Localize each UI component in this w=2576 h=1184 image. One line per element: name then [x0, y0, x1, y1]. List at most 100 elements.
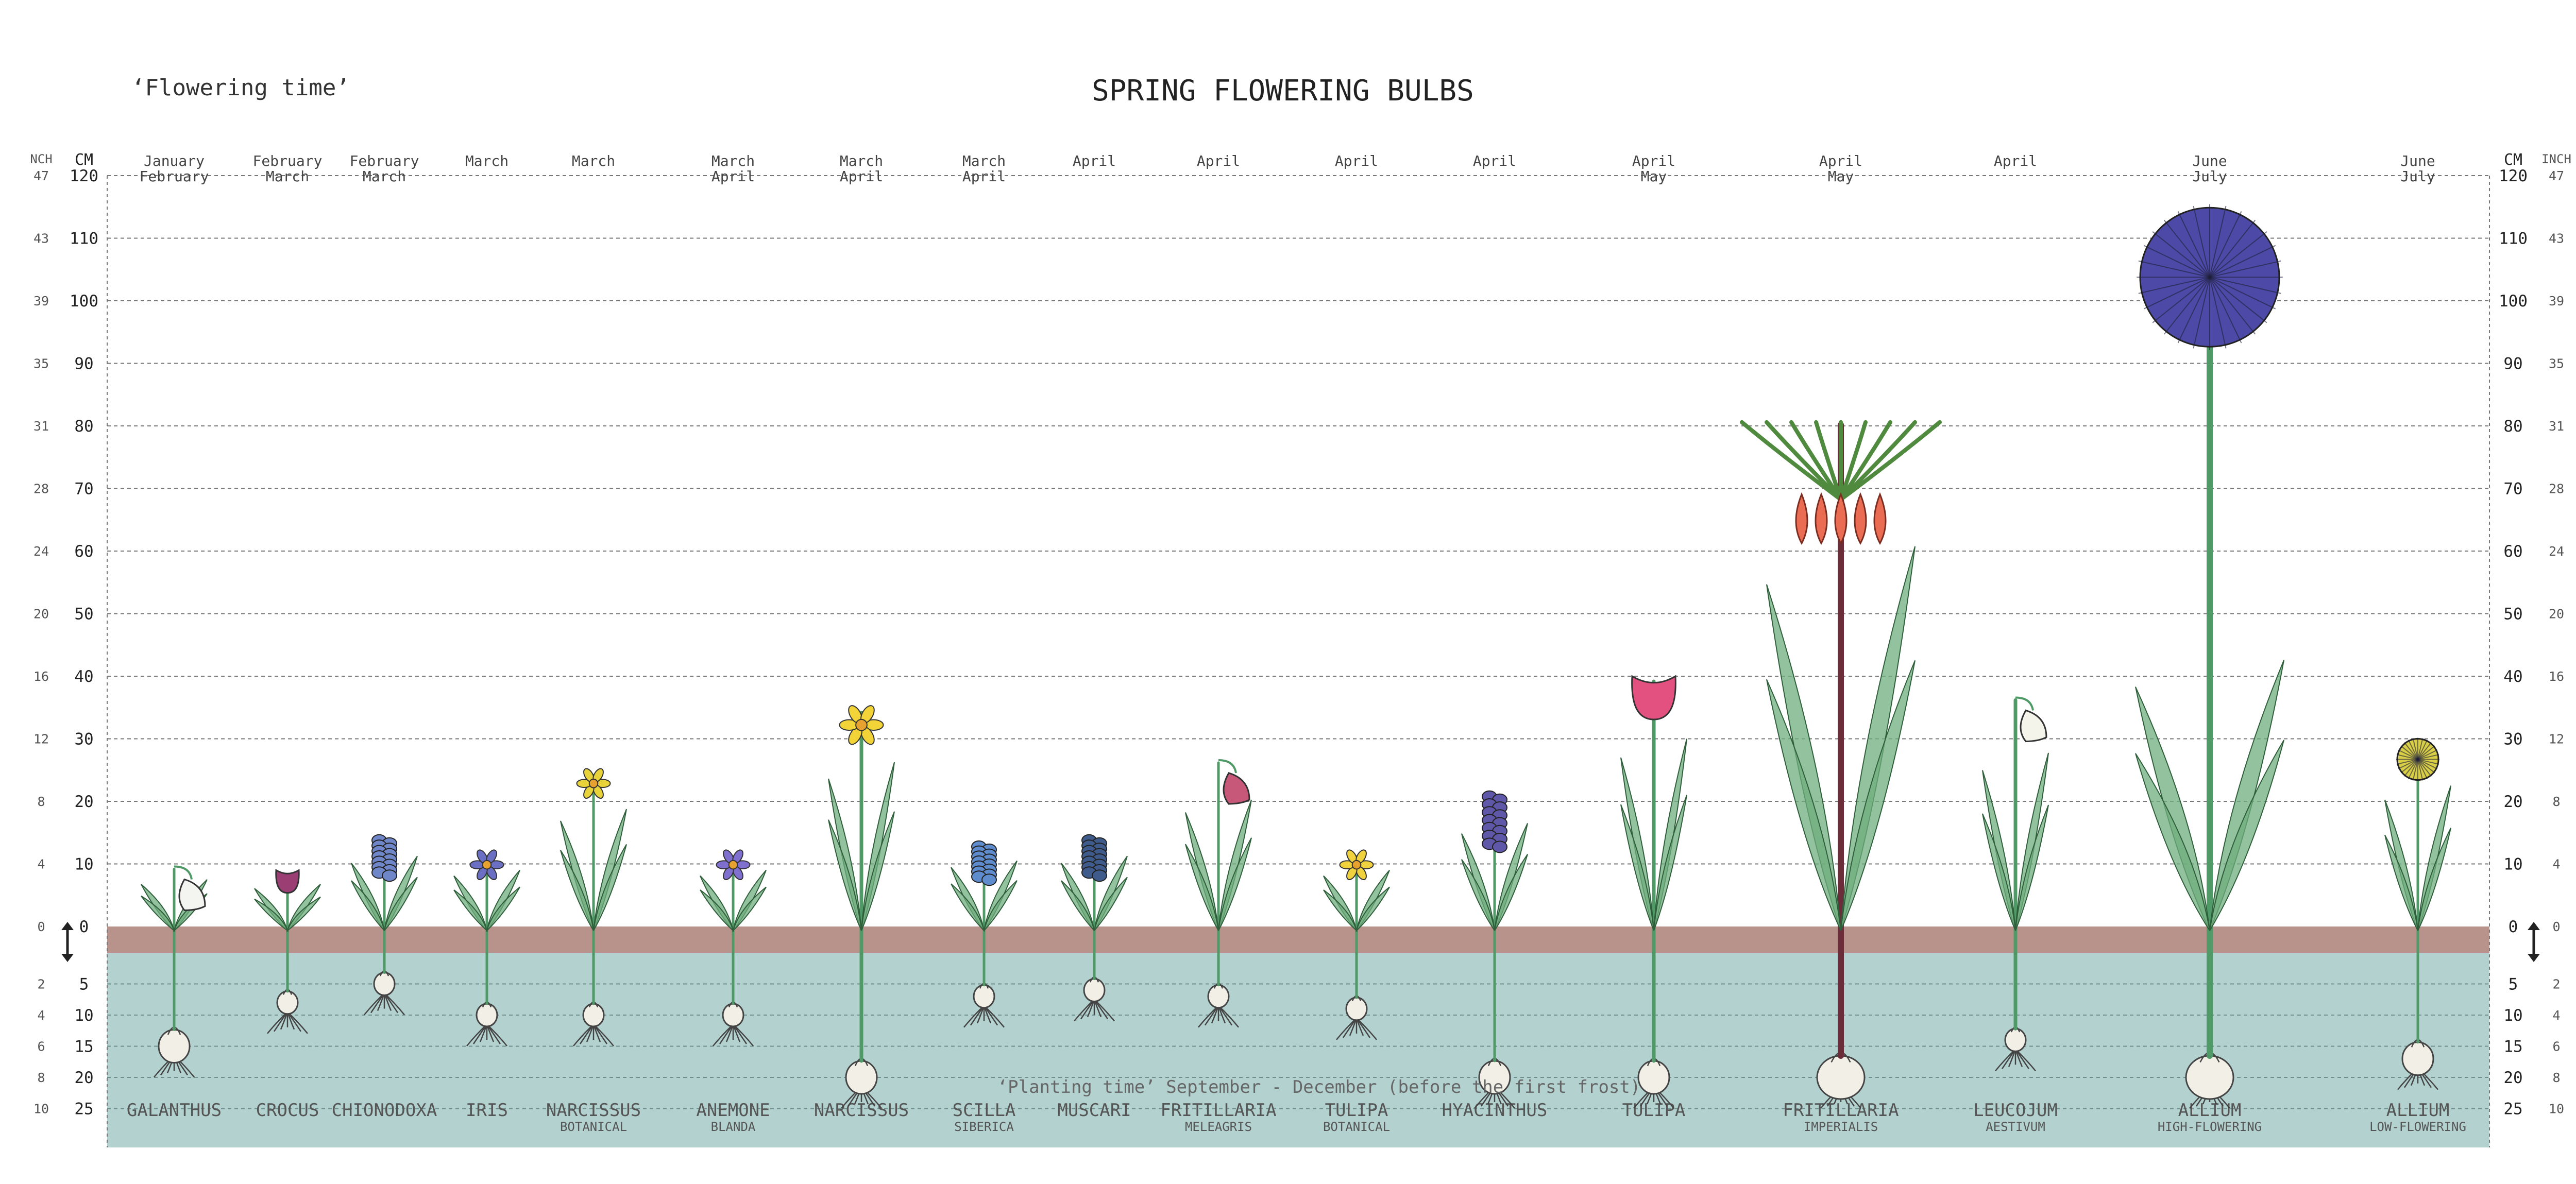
cm-tick-label: 10	[74, 855, 93, 874]
bulb	[1207, 984, 1230, 1009]
floret-line	[2398, 749, 2418, 760]
floret-line	[2417, 738, 2424, 760]
flower	[371, 834, 397, 882]
cm-tick-label: 50	[74, 605, 93, 624]
plant-muscari: April MUSCARI	[1057, 152, 1131, 1121]
flower-cup	[275, 869, 300, 894]
bulb	[158, 1029, 191, 1063]
floret-line	[2417, 740, 2428, 760]
floret	[981, 873, 997, 886]
cm-tick-label: 100	[70, 292, 98, 311]
inch-tick-label: 20	[33, 607, 49, 622]
floret	[382, 869, 397, 882]
leaf	[453, 889, 488, 933]
flower	[275, 869, 300, 894]
cm-tick-label: 60	[74, 542, 93, 561]
inch-tick-label: 4	[37, 1008, 45, 1023]
leaf	[1840, 660, 1916, 931]
planting-time-label: ‘Planting time’ September - December (be…	[997, 1077, 1641, 1097]
leaf	[1766, 679, 1841, 931]
plant-name-label: LEUCOJUM	[1973, 1100, 2058, 1121]
bulb	[1345, 997, 1368, 1021]
inch-tick-label: 6	[2552, 1039, 2560, 1054]
leaf	[2417, 828, 2451, 931]
leaf	[486, 886, 520, 933]
floret-line	[2209, 277, 2256, 335]
flowering-month-label: June	[2400, 152, 2435, 169]
cm-tick-label: 20	[2503, 1069, 2522, 1087]
flower-bell	[178, 878, 206, 912]
flower	[174, 865, 206, 912]
leaf	[1461, 859, 1495, 931]
leaf	[1653, 795, 1687, 931]
leaf	[593, 844, 627, 931]
pedicel	[2015, 696, 2034, 711]
cm-tick-label: 70	[74, 480, 93, 499]
floret-line	[2163, 277, 2210, 335]
flower	[716, 849, 751, 880]
plant-name-label: ALLIUM	[2178, 1100, 2242, 1121]
plant-name-label: CROCUS	[256, 1100, 319, 1121]
floret-line	[2398, 759, 2418, 769]
floret-line	[2400, 759, 2418, 774]
bulb	[722, 1003, 744, 1027]
flowering-month-label: June	[2192, 152, 2227, 169]
soil-band	[107, 926, 2489, 953]
plant-name-label: FRITILLARIA	[1783, 1100, 1899, 1121]
flowering-month-label: April	[711, 168, 755, 185]
inch-tick-label: 47	[2549, 168, 2564, 183]
leaf	[254, 898, 289, 932]
underground-area	[107, 953, 2489, 1147]
cm-tick-label: 110	[2499, 230, 2528, 248]
inch-tick-label: 8	[2552, 794, 2560, 809]
plant-name-label: ANEMONE	[696, 1100, 770, 1121]
flowering-time-label: ‘Flowering time’	[131, 75, 350, 101]
flower-bell	[1223, 772, 1250, 805]
floret-line	[2209, 277, 2281, 294]
flowering-month-label: April	[962, 168, 1006, 185]
bulb	[582, 1003, 605, 1027]
leaf	[1061, 880, 1095, 931]
plant-name-label: FRITILLARIA	[1160, 1100, 1276, 1121]
cm-tick-label: 5	[2509, 975, 2518, 994]
plant-iris: March IRIS	[453, 152, 520, 1121]
floret-line	[2417, 749, 2438, 760]
inch-tick-label: 43	[2549, 231, 2564, 246]
pedicel	[1218, 759, 1237, 774]
flower	[576, 768, 611, 799]
inch-tick-label: 4	[37, 857, 45, 872]
floret-line	[2209, 231, 2267, 278]
floret-line	[2417, 759, 2439, 765]
floret-line	[2138, 260, 2210, 278]
pedicel	[174, 865, 193, 880]
plant-name-label: IRIS	[466, 1100, 508, 1121]
flowering-month-label: March	[572, 152, 615, 169]
floret-line	[2417, 759, 2424, 781]
cm-tick-label: 120	[70, 167, 98, 185]
plant-subname-label: BOTANICAL	[560, 1120, 627, 1134]
cm-tick-label: 0	[2509, 918, 2518, 936]
cm-tick-label: 25	[74, 1100, 93, 1119]
flowering-month-label: March	[962, 152, 1006, 169]
inch-tick-label: 2	[37, 977, 45, 992]
flower-center	[1351, 860, 1362, 870]
flower	[1631, 675, 1676, 720]
flower-bell	[1795, 492, 1808, 545]
cm-tick-label: 90	[74, 355, 93, 373]
inch-tick-label: 31	[33, 419, 49, 434]
flower	[1339, 849, 1374, 880]
flowering-month-label: April	[1632, 152, 1675, 169]
flowering-month-label: July	[2400, 168, 2435, 185]
inch-tick-label: 39	[2549, 294, 2564, 308]
leaf	[700, 889, 735, 933]
leaf	[351, 880, 385, 931]
floret	[1492, 840, 1507, 853]
flower-bell	[2020, 709, 2047, 742]
floret-line	[2209, 277, 2242, 344]
flower	[2396, 737, 2439, 781]
